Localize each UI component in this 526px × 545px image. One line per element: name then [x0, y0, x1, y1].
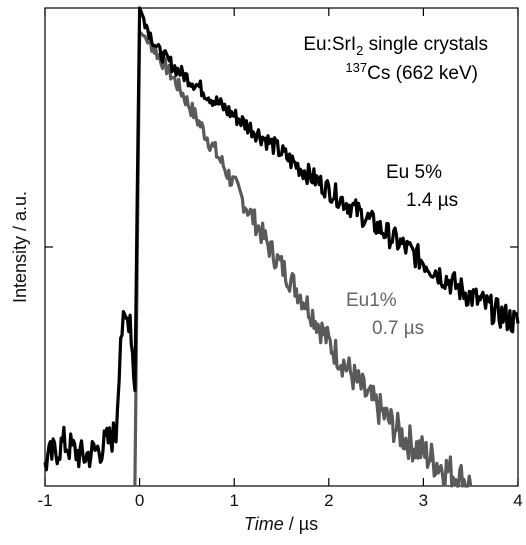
annotation-source: 137Cs (662 keV): [345, 60, 478, 84]
annotation-title-main: Eu:SrI: [303, 34, 356, 55]
annotation-title-sub: 2: [356, 43, 363, 58]
series-line-2: [133, 30, 473, 488]
x-axis-label-italic: Time: [244, 514, 284, 534]
annotation-title: Eu:SrI2 single crystals: [303, 34, 488, 58]
series-2-lifetime: 0.7 µs: [372, 318, 424, 339]
x-axis-label: Time / µs: [244, 514, 318, 534]
x-axis-label-unit: / µs: [284, 514, 318, 534]
x-tick-label: 3: [419, 491, 428, 510]
series-2-label: Eu1%: [346, 290, 397, 311]
series-layer: [43, 6, 520, 488]
tick-group: -1 0 1 2 3 4: [37, 8, 523, 510]
annotation-title-suffix: single crystals: [363, 34, 488, 55]
series-1-label: Eu 5%: [386, 162, 442, 183]
x-tick-label: 4: [513, 491, 522, 510]
annotation-source-sup: 137: [345, 60, 367, 75]
x-tick-label: 2: [324, 491, 333, 510]
annotation-source-main: Cs (662 keV): [367, 63, 478, 84]
y-axis-label: Intensity / a.u.: [10, 191, 30, 303]
x-tick-label: 1: [229, 491, 238, 510]
x-tick-label: -1: [37, 491, 52, 510]
series-line-1: [43, 6, 520, 472]
series-1-lifetime: 1.4 µs: [406, 190, 458, 211]
x-tick-label: 0: [135, 491, 144, 510]
